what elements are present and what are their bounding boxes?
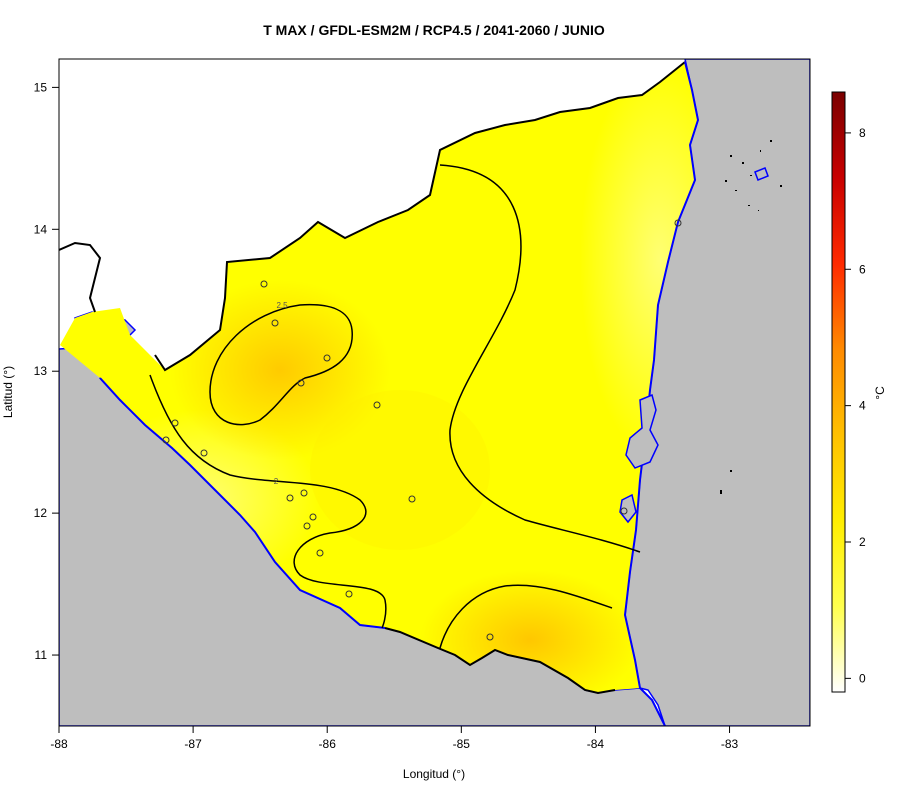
station-marker <box>200 449 208 457</box>
lagoon-perlas <box>625 393 659 469</box>
caribbean-cays <box>720 140 782 494</box>
x-tick-label: -85 <box>453 737 471 751</box>
station-marker <box>486 633 494 641</box>
island-corn <box>754 167 769 181</box>
colorbar-tick-label: 0 <box>859 671 866 685</box>
contour-line-2-southeast <box>439 584 613 649</box>
colorbar-tick-label: 2 <box>859 535 866 549</box>
y-tick-label: 14 <box>34 222 48 236</box>
y-axis-label: Latitud (°) <box>1 366 15 418</box>
station-marker <box>171 419 179 427</box>
station-marker <box>286 494 294 502</box>
x-tick-label: -88 <box>50 737 68 751</box>
y-tick-label: 15 <box>34 80 48 94</box>
colorbar: 0 2 4 6 8 °C <box>831 91 887 693</box>
station-marker <box>323 354 331 362</box>
colorbar-tick-label: 4 <box>859 399 866 413</box>
lagoon-bluefields <box>619 493 637 524</box>
pacific-coastline <box>99 377 386 629</box>
colorbar-ticks: 0 2 4 6 8 <box>845 126 866 685</box>
y-axis: 11 12 13 14 15 <box>34 80 59 662</box>
station-marker <box>303 522 311 530</box>
station-marker <box>300 489 308 497</box>
station-marker <box>674 219 682 227</box>
y-tick-label: 11 <box>35 648 48 662</box>
station-marker <box>620 507 628 515</box>
plot-frame <box>58 58 811 727</box>
station-marker <box>408 495 416 503</box>
station-marker <box>309 513 317 521</box>
country-border <box>59 61 686 695</box>
y-tick-label: 13 <box>34 364 48 378</box>
map-panel: 2.5 2 <box>59 59 810 726</box>
contour-line-2-central <box>439 164 641 553</box>
station-marker <box>162 436 170 444</box>
caribbean-coastline <box>623 61 700 726</box>
colorbar-tick-label: 6 <box>859 262 866 276</box>
station-marker <box>271 319 279 327</box>
chart-title: T MAX / GFDL-ESM2M / RCP4.5 / 2041-2060 … <box>263 22 605 38</box>
stations-layer <box>162 219 682 641</box>
contour-label-2: 2 <box>274 477 279 486</box>
x-tick-label: -86 <box>319 737 337 751</box>
contour-line-2-west <box>149 374 387 629</box>
contour-line-2-5-northwest <box>209 303 353 426</box>
colorbar-tick-label: 8 <box>859 126 866 140</box>
contour-label-2-5: 2.5 <box>276 301 288 310</box>
pale-area-caribbean <box>580 62 698 460</box>
station-marker <box>345 590 353 598</box>
station-marker <box>316 549 324 557</box>
station-marker <box>297 379 305 387</box>
warm-area-northwest <box>170 280 390 460</box>
x-axis-label: Longitud (°) <box>403 767 465 781</box>
station-marker <box>373 401 381 409</box>
colorbar-gradient <box>831 91 846 693</box>
x-tick-label: -84 <box>587 737 605 751</box>
y-tick-label: 12 <box>34 506 48 520</box>
colorbar-label: °C <box>873 386 887 400</box>
mid-area-center <box>310 390 490 550</box>
station-marker <box>260 280 268 288</box>
x-tick-label: -87 <box>184 737 202 751</box>
x-axis: -88 -87 -86 -85 -84 -83 <box>50 726 739 751</box>
x-tick-label: -83 <box>721 737 739 751</box>
